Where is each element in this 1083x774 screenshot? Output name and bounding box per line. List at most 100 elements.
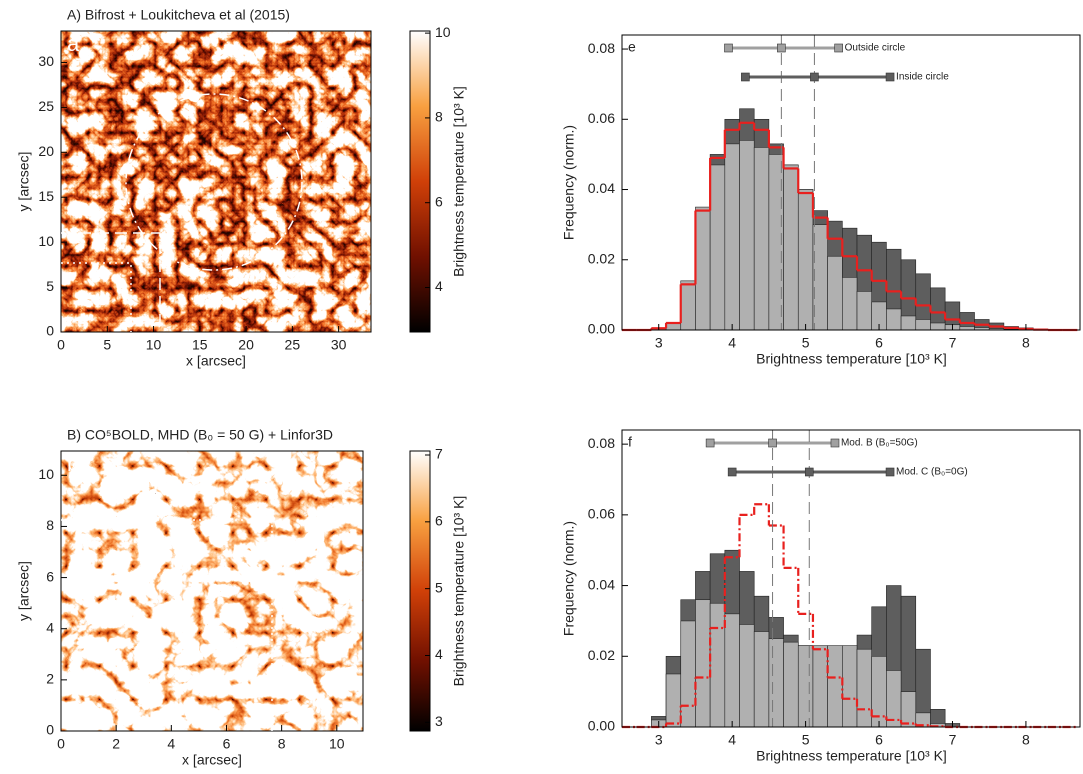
histogram-bar	[753, 631, 770, 728]
histogram-bar	[915, 319, 931, 331]
histogram-bar	[900, 315, 917, 331]
colorbar-tick-label: 8	[435, 109, 443, 125]
colorbar-tick-label: 4	[435, 278, 443, 294]
y-tick-label: 0.04	[588, 180, 615, 196]
y-tick-label: 0.08	[588, 40, 615, 56]
histogram-bar	[959, 326, 975, 331]
x-axis-label: x [arcsec]	[186, 353, 246, 369]
x-tick-label: 10	[146, 337, 162, 353]
x-tick-label: 5	[802, 732, 810, 748]
brightness-map	[61, 451, 363, 731]
x-tick-label: 3	[655, 732, 663, 748]
region-dotted	[61, 519, 273, 731]
colorbar-label: Brightness temperature [10³ K]	[451, 86, 467, 277]
y-tick-label: 0.00	[588, 718, 615, 734]
range-marker	[724, 43, 733, 53]
y-tick-label: 10	[38, 233, 54, 249]
histogram-bar	[797, 189, 814, 331]
histogram-bar	[680, 280, 696, 331]
histogram-bar	[856, 291, 872, 331]
range-label: Outside circle	[845, 43, 906, 54]
region-circle	[125, 93, 303, 271]
histogram-bar	[695, 206, 711, 331]
histogram-bar	[768, 638, 784, 728]
y-tick-label: 0	[46, 722, 54, 738]
colorbar-tick-label: 6	[435, 193, 443, 209]
colorbar-tick-label: 4	[435, 646, 443, 662]
y-tick-label: 20	[38, 143, 54, 159]
x-tick-label: 4	[728, 732, 736, 748]
histogram-bar	[797, 645, 814, 728]
x-axis-label: Brightness temperature [10³ K]	[756, 748, 947, 764]
histogram-bar	[739, 140, 755, 331]
y-axis-label: Frequency (norm.)	[561, 521, 577, 636]
range-label: Mod. B (B₀=50G)	[841, 438, 918, 449]
x-tick-label: 2	[112, 736, 120, 752]
y-tick-label: 0.08	[588, 435, 615, 451]
histogram-bar	[827, 255, 843, 331]
region-dashed	[61, 232, 161, 332]
y-tick-label: 4	[46, 619, 54, 635]
region-dotted	[61, 262, 132, 332]
range-marker	[768, 438, 777, 448]
colorbar-tick-label: 6	[435, 513, 443, 529]
histogram-bar	[842, 277, 858, 331]
range-marker	[834, 43, 843, 53]
histogram-bar	[812, 224, 828, 331]
histogram-bar	[709, 602, 726, 728]
range-marker	[727, 467, 737, 477]
x-tick-label: 8	[1022, 732, 1030, 748]
colorbar	[409, 450, 431, 732]
x-tick-label: 6	[875, 732, 883, 748]
x-tick-label: 7	[949, 335, 957, 351]
histogram-bar	[739, 624, 755, 728]
histogram-bar	[665, 673, 682, 728]
panel-label: a	[67, 31, 80, 56]
y-tick-label: 6	[46, 568, 54, 584]
y-tick-label: 0.06	[588, 506, 615, 522]
histogram-bar	[842, 645, 858, 728]
x-tick-label: 0	[57, 736, 65, 752]
range-marker	[885, 72, 895, 82]
histogram-bar	[783, 641, 799, 728]
overlays	[61, 93, 303, 731]
range-marker	[810, 72, 819, 82]
plot-frame	[60, 30, 372, 333]
y-axis-label: Frequency (norm.)	[561, 125, 577, 240]
y-tick-label: 10	[38, 466, 54, 482]
histogram-bar	[886, 670, 902, 728]
histogram-bar	[827, 645, 843, 728]
panel-label: b	[67, 451, 79, 476]
histogram-bar	[900, 691, 917, 728]
x-tick-label: 6	[223, 736, 231, 752]
y-tick-label: 0	[46, 323, 54, 339]
x-tick-label: 4	[728, 335, 736, 351]
x-tick-label: 0	[57, 337, 65, 353]
histogram-bar	[812, 645, 828, 728]
y-tick-label: 0.02	[588, 250, 615, 266]
plot-frame	[621, 429, 1081, 728]
histogram-bar	[856, 648, 872, 728]
colorbar-tick-label: 10	[435, 24, 451, 40]
x-tick-label: 10	[329, 736, 345, 752]
x-tick-label: 8	[1022, 335, 1030, 351]
colorbar-tick-label: 5	[435, 579, 443, 595]
x-tick-label: 6	[875, 335, 883, 351]
y-tick-label: 5	[46, 278, 54, 294]
x-tick-label: 20	[238, 337, 254, 353]
range-marker	[885, 467, 895, 477]
x-axis-label: x [arcsec]	[182, 752, 242, 768]
histogram-bar	[680, 620, 696, 728]
plot-frame	[60, 450, 364, 732]
range-label: Inside circle	[896, 72, 949, 83]
histogram-bar	[930, 322, 946, 331]
panel-label: e	[628, 39, 636, 55]
range-marker	[804, 467, 814, 477]
x-tick-label: 8	[278, 736, 286, 752]
histogram-bar	[783, 164, 799, 331]
panel-label: f	[628, 434, 632, 450]
plot-frame	[621, 34, 1081, 331]
histogram-bar	[724, 143, 740, 331]
x-axis-label: Brightness temperature [10³ K]	[756, 351, 947, 367]
